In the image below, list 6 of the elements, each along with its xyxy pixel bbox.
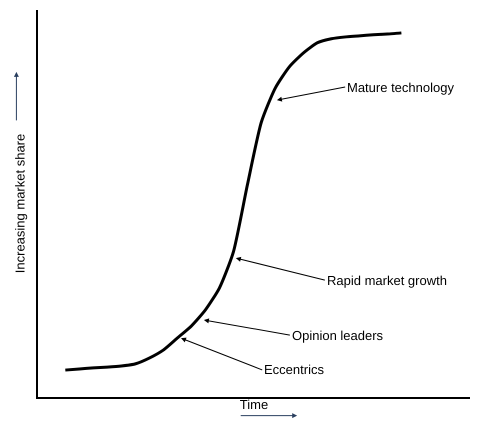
annotation: Mature technology: [347, 80, 454, 95]
annotation: Opinion leaders: [292, 328, 384, 343]
annotation: Eccentrics: [264, 362, 324, 377]
x-axis-title: Time: [240, 397, 268, 412]
annotation: Rapid market growth: [327, 273, 447, 288]
y-axis-title: Increasing market share: [12, 134, 28, 274]
